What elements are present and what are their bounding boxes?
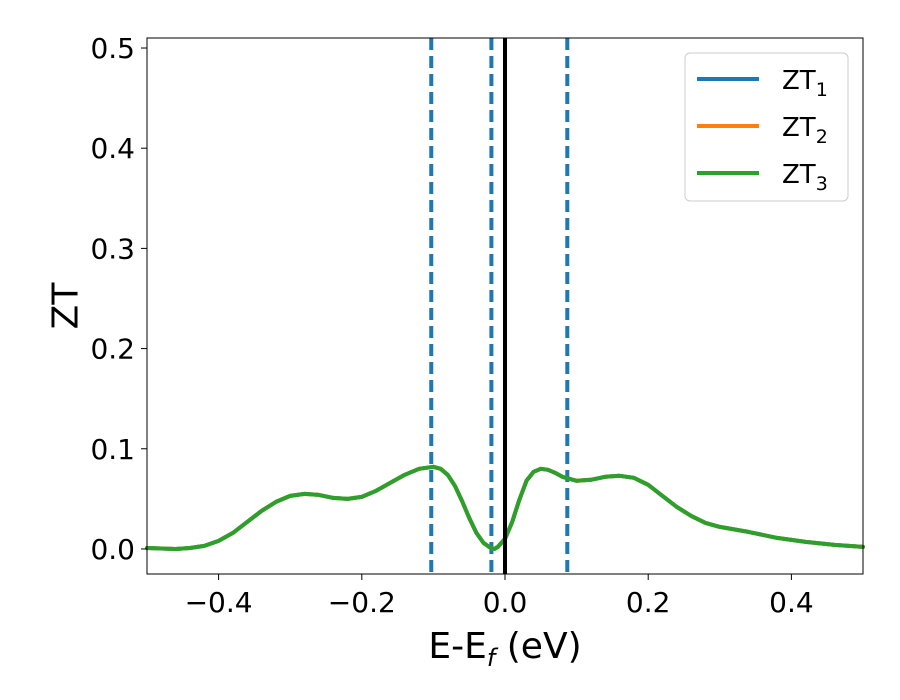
- y-axis-ticks: 0.0 0.1 0.2 0.3 0.4 0.5: [90, 32, 147, 566]
- y-tick-label: 0.3: [90, 232, 135, 265]
- x-axis-label: E-Ef (eV): [428, 626, 581, 672]
- dashed-reference-lines: [429, 38, 570, 574]
- x-tick-label: 0.0: [483, 586, 528, 619]
- x-tick-label: −0.2: [328, 586, 396, 619]
- y-tick-label: 0.2: [90, 333, 135, 366]
- legend-label-3: ZT3: [782, 160, 828, 195]
- legend-label-1: ZT1: [782, 66, 828, 101]
- x-axis-ticks: −0.4 −0.2 0.0 0.2 0.4: [185, 574, 814, 619]
- x-tick-label: 0.4: [769, 586, 814, 619]
- series-line-3: [145, 464, 865, 551]
- y-tick-label: 0.0: [90, 533, 135, 566]
- x-tick-label: −0.4: [185, 586, 253, 619]
- legend-label-2: ZT2: [782, 113, 828, 148]
- y-tick-label: 0.5: [90, 32, 135, 65]
- legend: ZT1 ZT2 ZT3: [684, 52, 849, 202]
- x-tick-label: 0.2: [626, 586, 671, 619]
- y-tick-label: 0.1: [90, 433, 135, 466]
- series-lines: [145, 464, 865, 551]
- legend-box: [684, 52, 849, 202]
- y-axis-label: ZT: [46, 282, 87, 330]
- y-tick-label: 0.4: [90, 132, 135, 165]
